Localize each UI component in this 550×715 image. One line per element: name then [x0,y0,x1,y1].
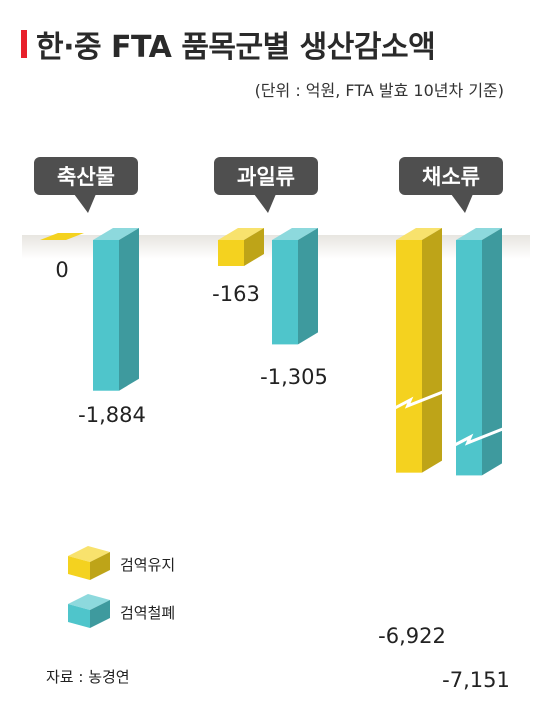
category-box-tail [254,194,276,213]
category-box-tail [74,194,96,213]
title-accent-bar [21,30,27,58]
bar-축산물-검역유지 [40,233,84,240]
category-label-채소류: 채소류 [422,165,480,189]
chart-title: 한·중 FTA 품목군별 생산감소액 [36,30,436,65]
category-callout-축산물: 축산물 [34,157,138,213]
value-label-과일류-검역유지: -163 [212,282,260,306]
bar-채소류-검역철폐-side [482,228,502,476]
category-box [399,157,503,195]
chart-subtitle: (단위 : 억원, FTA 발효 10년차 기준) [254,81,504,100]
legend-item-검역철폐: 검역철폐 [68,594,175,628]
bar-채소류-검역철폐-top [456,228,502,240]
bar-축산물-검역철폐-top [93,228,139,240]
legend-item-검역유지: 검역유지 [68,546,175,580]
bar-축산물-검역철폐-front [93,240,119,391]
category-callout-과일류: 과일류 [214,157,318,213]
legend-swatch-top [68,546,110,562]
bar-과일류-검역유지-top [218,228,264,240]
bar-채소류-검역유지-front [396,240,422,473]
source-note: 자료 : 농경연 [46,668,130,686]
legend-label-검역철폐: 검역철폐 [120,604,175,622]
category-callout-채소류: 채소류 [399,157,503,213]
category-label-축산물: 축산물 [57,165,115,189]
bar-채소류-검역유지-side [422,228,442,473]
bar-과일류-검역철폐-top [272,228,318,240]
bar-채소류-검역유지-break [394,390,444,410]
bar-축산물-검역철폐-side [119,228,139,391]
bar-채소류-검역철폐 [456,228,502,476]
legend-swatch-side [90,600,110,628]
bar-과일류-검역유지 [218,228,264,266]
value-label-축산물-검역유지: 0 [55,258,68,282]
category-box [34,157,138,195]
category-box [214,157,318,195]
category-label-과일류: 과일류 [237,165,295,189]
legend-swatch-front [68,556,90,580]
bar-과일류-검역철폐 [272,228,318,345]
bar-과일류-검역유지-front [218,240,244,266]
bar-과일류-검역철폐-front [272,240,298,345]
value-label-채소류-검역유지: -6,922 [378,624,446,648]
bar-채소류-검역유지-top [396,228,442,240]
legend-swatch-front [68,604,90,628]
legend-label-검역유지: 검역유지 [120,556,175,574]
bar-과일류-검역유지-side [244,228,264,266]
category-box-tail [451,194,473,213]
bar-과일류-검역철폐-side [298,228,318,345]
value-label-채소류-검역철폐: -7,151 [442,668,510,692]
legend-swatch-side [90,552,110,580]
value-label-축산물-검역철폐: -1,884 [78,403,146,427]
value-label-과일류-검역철폐: -1,305 [260,365,328,389]
bar-채소류-검역유지 [396,228,442,473]
legend-swatch-top [68,594,110,610]
bar-축산물-검역철폐 [93,228,139,391]
bar-채소류-검역철폐-break [454,427,504,447]
